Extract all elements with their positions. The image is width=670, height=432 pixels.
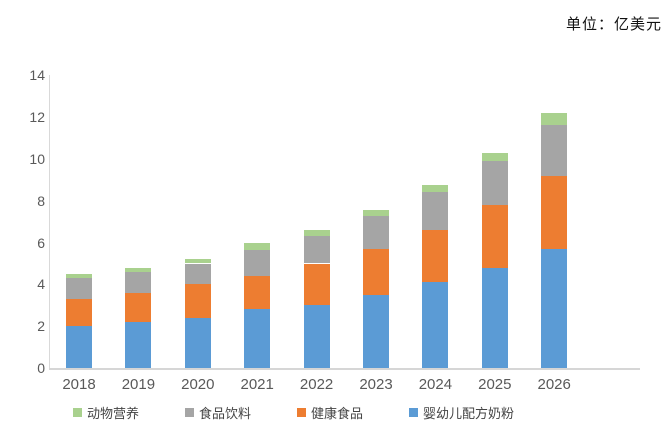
bar-segment-婴幼儿配方奶粉 — [184, 317, 211, 368]
bar-segment-动物营养 — [184, 259, 211, 264]
bar-segment-动物营养 — [244, 242, 271, 250]
bar-segment-动物营养 — [422, 185, 449, 193]
bar-segment-健康食品 — [541, 175, 568, 249]
bar-segment-婴幼儿配方奶粉 — [125, 322, 152, 368]
bar-segment-婴幼儿配方奶粉 — [422, 282, 449, 368]
bar-segment-食品饮料 — [303, 236, 330, 264]
x-axis-label: 2026 — [537, 376, 571, 393]
bar-segment-食品饮料 — [541, 124, 568, 176]
x-axis-label: 2021 — [240, 376, 274, 393]
legend-item-婴幼儿配方奶粉: 婴幼儿配方奶粉 — [409, 403, 514, 422]
bar-segment-婴幼儿配方奶粉 — [303, 305, 330, 368]
legend-item-食品饮料: 食品饮料 — [185, 403, 251, 422]
legend-label: 动物营养 — [87, 406, 140, 421]
legend-label: 婴幼儿配方奶粉 — [423, 406, 515, 421]
y-tick-label: 2 — [37, 318, 45, 335]
x-axis-label: 2025 — [478, 376, 512, 393]
legend-item-健康食品: 健康食品 — [297, 403, 363, 422]
bar-segment-动物营养 — [303, 230, 330, 237]
x-axis-label: 2018 — [62, 376, 96, 393]
bar-segment-动物营养 — [481, 152, 508, 162]
bar-segment-动物营养 — [541, 113, 568, 125]
bar-segment-健康食品 — [363, 248, 389, 295]
bar-segment-健康食品 — [422, 230, 449, 283]
bar-segment-健康食品 — [125, 292, 152, 322]
bar-segment-食品饮料 — [125, 271, 152, 293]
bar-segment-婴幼儿配方奶粉 — [66, 326, 92, 368]
x-axis-label: 2022 — [299, 376, 334, 393]
x-axis-label: 2019 — [121, 376, 156, 393]
bar-segment-动物营养 — [66, 273, 92, 279]
x-axis-label: 2024 — [418, 376, 453, 393]
x-axis-label: 2020 — [181, 376, 215, 393]
x-axis-label: 2023 — [359, 376, 393, 393]
y-tick-label: 0 — [37, 360, 45, 376]
x-axis-line — [49, 368, 640, 370]
bar-segment-健康食品 — [244, 276, 271, 310]
bar-segment-食品饮料 — [422, 192, 449, 231]
unit-label: 单位：亿美元 — [565, 17, 662, 33]
bar-segment-食品饮料 — [184, 263, 211, 285]
bar-segment-动物营养 — [363, 210, 389, 217]
bar-segment-婴幼儿配方奶粉 — [244, 309, 271, 368]
bar-segment-健康食品 — [66, 299, 92, 327]
y-tick-label: 10 — [29, 151, 45, 167]
y-tick-label: 12 — [29, 109, 45, 126]
bar-segment-动物营养 — [125, 267, 152, 272]
bar-segment-婴幼儿配方奶粉 — [481, 267, 508, 368]
bar-segment-健康食品 — [303, 263, 330, 306]
bar-segment-食品饮料 — [244, 249, 271, 277]
legend-swatch-icon — [73, 408, 82, 417]
legend-label: 食品饮料 — [199, 406, 252, 421]
bar-segment-食品饮料 — [363, 216, 389, 249]
legend-item-动物营养: 动物营养 — [73, 403, 139, 422]
legend-label: 健康食品 — [311, 406, 364, 421]
bar-segment-婴幼儿配方奶粉 — [363, 294, 389, 368]
legend-swatch-icon — [185, 408, 195, 417]
legend-swatch-icon — [409, 408, 419, 417]
bar-segment-婴幼儿配方奶粉 — [541, 248, 568, 368]
y-tick-label: 8 — [37, 192, 45, 209]
y-tick-label: 4 — [37, 276, 45, 293]
y-tick-label: 6 — [37, 234, 45, 251]
legend-swatch-icon — [297, 408, 307, 417]
bar-segment-健康食品 — [184, 284, 211, 318]
bar-segment-食品饮料 — [481, 161, 508, 205]
y-tick-label: 14 — [29, 67, 45, 84]
y-axis-line — [49, 75, 50, 369]
legend: 动物营养 食品饮料 健康食品 婴幼儿配方奶粉 — [73, 403, 514, 422]
bar-segment-食品饮料 — [66, 278, 92, 300]
bar-segment-健康食品 — [481, 204, 508, 268]
